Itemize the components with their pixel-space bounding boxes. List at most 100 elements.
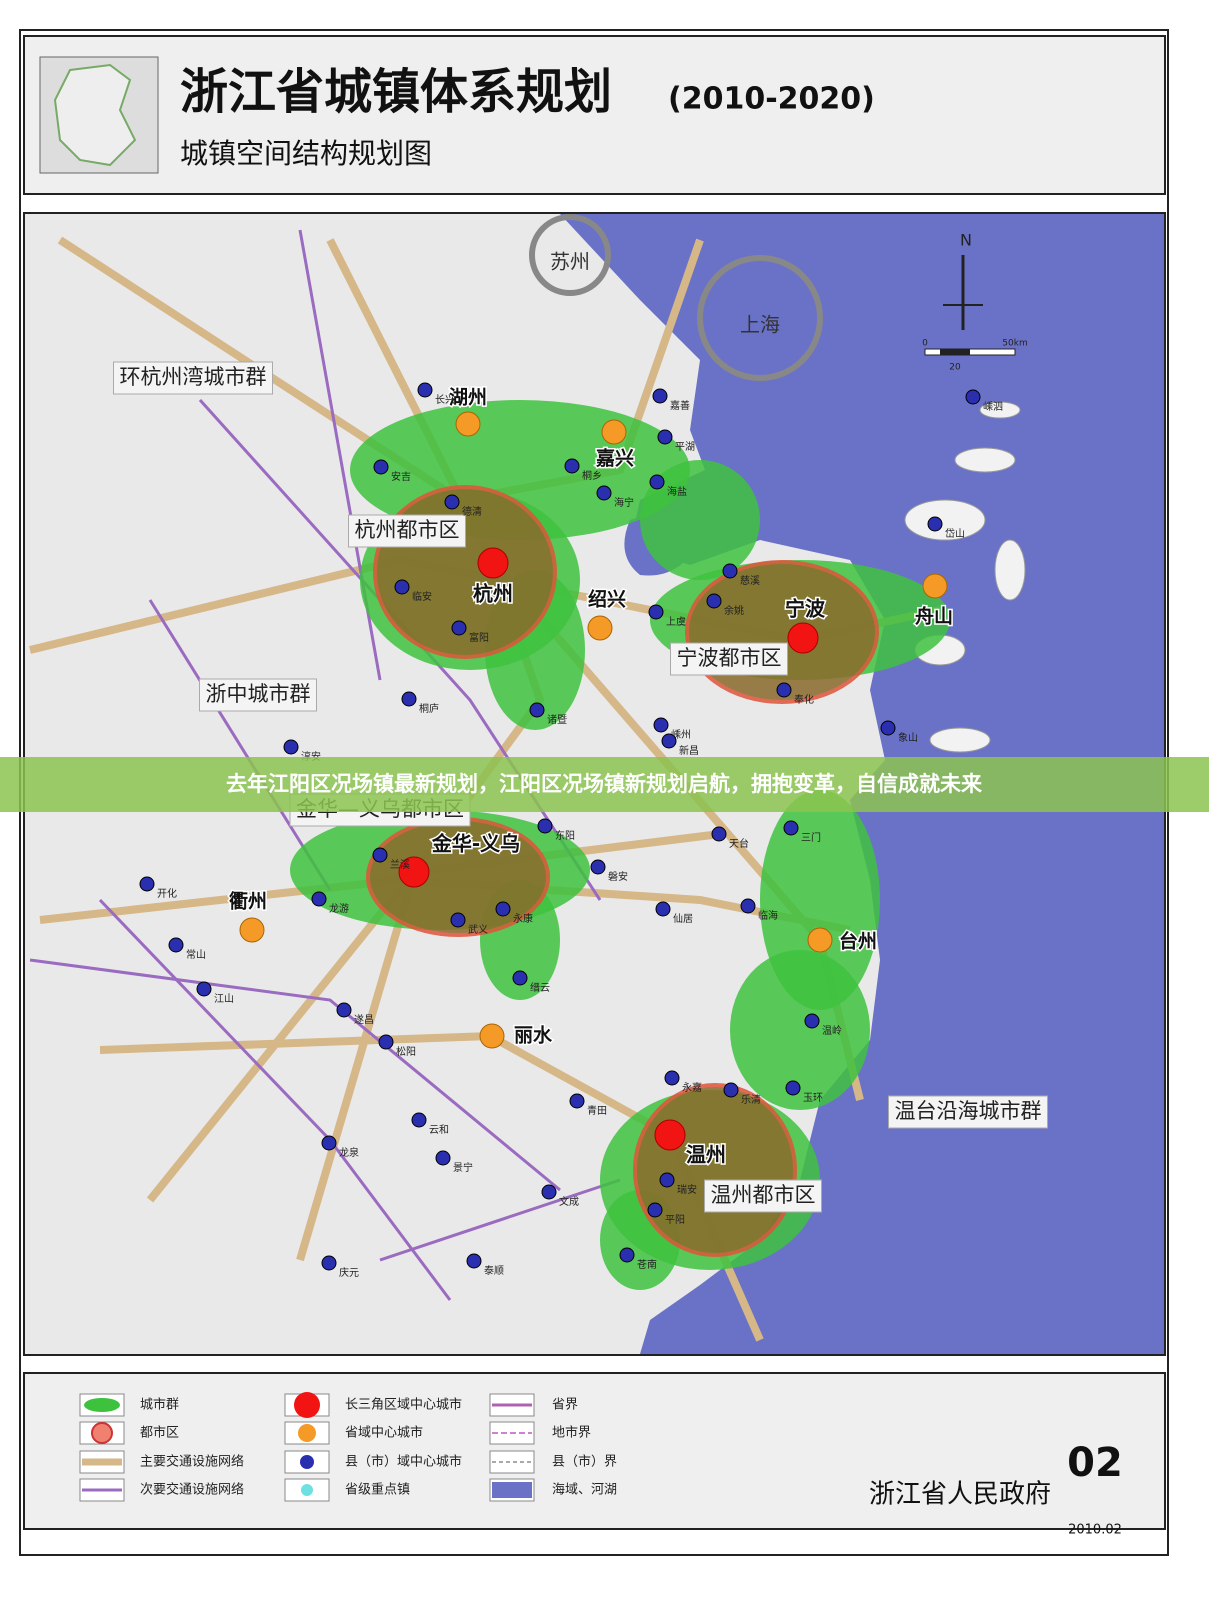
- legend-label: 县（市）界: [552, 1454, 617, 1470]
- provincial-center-label: 嘉兴: [595, 448, 634, 470]
- issuer: 浙江省人民政府: [869, 1480, 1051, 1510]
- provincial-center: [601, 419, 627, 445]
- county-center-label: 嘉善: [670, 399, 690, 412]
- county-center: [653, 717, 669, 733]
- county-center-label: 仙居: [673, 912, 693, 925]
- county-center: [657, 429, 673, 445]
- provincial-center-label: 台州: [839, 930, 877, 953]
- region-label: 宁波都市区: [677, 646, 782, 670]
- island: [979, 401, 1021, 419]
- regional-center-label: 宁波: [785, 597, 826, 621]
- provincial-center-label: 舟山: [915, 605, 953, 628]
- county-center-label: 永康: [513, 912, 533, 925]
- county-center-label: 嵊泗: [983, 400, 1003, 413]
- regional-center-label: 温州: [686, 1143, 726, 1167]
- county-center: [321, 1255, 337, 1271]
- county-center: [283, 739, 299, 755]
- thumbnail-outline: [53, 63, 137, 167]
- city-cluster: [640, 460, 760, 580]
- county-center-label: 缙云: [530, 981, 550, 994]
- legend-label: 长三角区域中心城市: [345, 1397, 462, 1413]
- provincial-center: [479, 1023, 505, 1049]
- county-center: [785, 1080, 801, 1096]
- minor-road: [379, 1178, 621, 1262]
- legend-symbol: [294, 1392, 320, 1418]
- county-center: [564, 458, 580, 474]
- county-center: [783, 820, 799, 836]
- county-center: [529, 702, 545, 718]
- county-center: [311, 891, 327, 907]
- legend-symbol: [91, 1422, 113, 1444]
- scale-bar-fill: [940, 349, 970, 355]
- provincial-center: [239, 917, 265, 943]
- county-center: [655, 901, 671, 917]
- county-center: [450, 912, 466, 928]
- regional-center-label: 金华-义乌: [431, 832, 520, 856]
- county-center-label: 临海: [758, 909, 778, 922]
- county-center-label: 天台: [729, 837, 749, 850]
- county-center-label: 温岭: [822, 1024, 842, 1037]
- county-center-label: 开化: [157, 887, 177, 900]
- county-center: [373, 459, 389, 475]
- regional-center-label: 杭州: [473, 582, 513, 606]
- county-center-label: 磐安: [608, 870, 628, 883]
- header-box: [23, 35, 1166, 195]
- legend-symbol: [298, 1424, 316, 1442]
- metro-area: [685, 560, 879, 704]
- county-center-label: 新昌: [679, 744, 699, 757]
- scale-label: 20: [949, 363, 961, 373]
- county-center: [659, 1172, 675, 1188]
- county-center-label: 景宁: [453, 1161, 473, 1174]
- legend-label: 地市界: [552, 1425, 591, 1441]
- county-center: [336, 1002, 352, 1018]
- county-center: [649, 474, 665, 490]
- legend-symbol: [300, 1455, 314, 1469]
- county-center-label: 云和: [429, 1124, 449, 1136]
- county-center-label: 长兴: [435, 394, 455, 406]
- legend-label: 主要交通设施网络: [140, 1454, 244, 1470]
- county-center-label: 岱山: [945, 527, 965, 540]
- county-center: [648, 604, 664, 620]
- scale-label: 50km: [1002, 339, 1027, 349]
- county-center-label: 玉环: [803, 1093, 823, 1104]
- metro-area: [633, 1083, 797, 1257]
- county-center: [512, 970, 528, 986]
- county-center-label: 遂昌: [354, 1013, 374, 1026]
- sheet-number: 02: [1067, 1440, 1123, 1486]
- county-center: [394, 579, 410, 595]
- county-center-label: 海盐: [667, 485, 687, 498]
- county-center: [451, 620, 467, 636]
- legend-label: 都市区: [140, 1425, 179, 1441]
- region-label: 杭州都市区: [355, 518, 460, 542]
- county-center-label: 武义: [468, 923, 488, 936]
- legend-symbol: [301, 1484, 313, 1496]
- provincial-center-label: 衢州: [229, 890, 267, 913]
- county-center: [706, 593, 722, 609]
- county-center-label: 象山: [898, 732, 918, 744]
- region-label-box: [199, 678, 317, 712]
- county-center: [880, 720, 896, 736]
- county-center-label: 文成: [559, 1195, 579, 1208]
- county-center-label: 龙泉: [339, 1146, 359, 1159]
- county-center-label: 余姚: [724, 604, 744, 617]
- minor-road: [29, 958, 561, 1192]
- legend-label: 县（市）域中心城市: [345, 1454, 462, 1470]
- provincial-center-label: 湖州: [449, 387, 487, 409]
- county-center: [495, 901, 511, 917]
- county-center: [776, 682, 792, 698]
- county-center-label: 泰顺: [484, 1264, 504, 1277]
- county-center-label: 松阳: [396, 1045, 416, 1058]
- county-center-label: 临安: [412, 590, 432, 603]
- title: 浙江省城镇体系规划: [180, 64, 612, 120]
- date: 2010.02: [1068, 1523, 1122, 1538]
- region-label: 浙中城市群: [206, 682, 311, 706]
- region-label-box: [670, 642, 788, 676]
- county-center-label: 兰溪: [390, 858, 410, 871]
- county-center-label: 平湖: [675, 441, 695, 453]
- county-center: [652, 388, 668, 404]
- regional-center: [398, 856, 430, 888]
- county-center-label: 上虞: [666, 615, 686, 628]
- county-center: [168, 937, 184, 953]
